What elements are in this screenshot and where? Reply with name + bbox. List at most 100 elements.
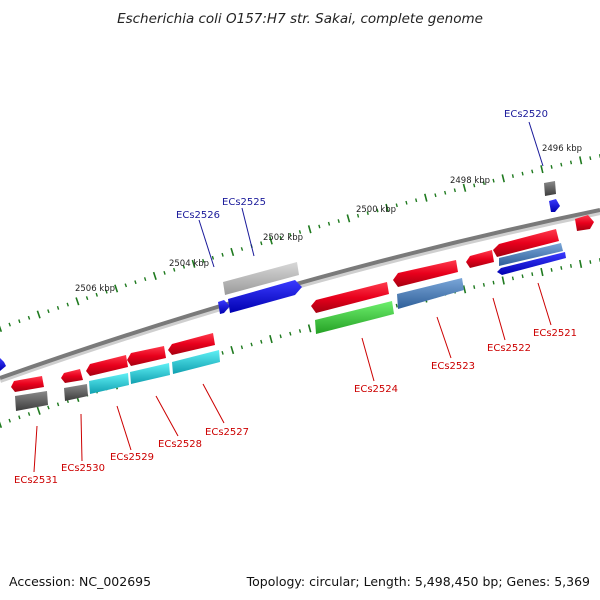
scale-major-tick bbox=[0, 325, 3, 333]
inner-scale-major-tick bbox=[0, 421, 3, 429]
scale-minor-tick bbox=[163, 270, 166, 275]
inner-scale-major-tick bbox=[36, 406, 41, 415]
leader-ecs2525 bbox=[241, 207, 255, 257]
feature-ecs2520-blue[interactable] bbox=[549, 199, 560, 212]
feature-ecs2521-steel[interactable] bbox=[499, 243, 563, 266]
scale-minor-tick bbox=[143, 277, 147, 282]
inner-scale-minor-tick bbox=[27, 412, 31, 416]
scale-minor-tick bbox=[366, 211, 369, 215]
scale-label-2496: 2496 kbp bbox=[542, 144, 582, 154]
feature-ecs2527-red[interactable] bbox=[168, 333, 215, 355]
gene-label-ecs2524[interactable]: ECs2524 bbox=[354, 384, 398, 395]
feature-ecs2523-red[interactable] bbox=[393, 260, 458, 287]
scale-minor-tick bbox=[56, 305, 60, 310]
scale-minor-tick bbox=[453, 188, 456, 193]
feature-ecs2524-green[interactable] bbox=[315, 301, 394, 334]
feature-blue-left-edge[interactable] bbox=[0, 358, 6, 371]
feature-ecs2527-cyan[interactable] bbox=[172, 350, 220, 374]
inner-scale-minor-tick bbox=[279, 334, 282, 339]
leader-lines bbox=[33, 121, 552, 473]
scale-major-tick bbox=[540, 165, 544, 174]
inner-scale-major-tick bbox=[269, 334, 273, 344]
scale-label-2506: 2506 kbp bbox=[75, 284, 115, 294]
gene-label-ecs2529[interactable]: ECs2529 bbox=[110, 452, 154, 463]
leader-ecs2528 bbox=[155, 395, 179, 437]
leader-ecs2529 bbox=[116, 405, 132, 451]
gene-label-ecs2530[interactable]: ECs2530 bbox=[61, 463, 105, 474]
leader-ecs2523 bbox=[436, 316, 452, 359]
scale-label-2498: 2498 kbp bbox=[450, 176, 490, 186]
scale-minor-tick bbox=[66, 302, 69, 307]
feature-ecs2520-gray[interactable] bbox=[544, 181, 556, 196]
inner-scale-major-tick bbox=[579, 259, 583, 268]
feature-right-edge-red[interactable] bbox=[575, 215, 594, 231]
gene-label-ecs2521[interactable]: ECs2521 bbox=[533, 328, 577, 339]
scale-major-tick bbox=[230, 247, 235, 257]
feature-ecs2528-red[interactable] bbox=[127, 346, 166, 366]
gene-label-ecs2528[interactable]: ECs2528 bbox=[158, 439, 202, 450]
scale-major-tick bbox=[307, 225, 312, 234]
inner-scale-minor-tick bbox=[550, 268, 553, 272]
gene-label-ecs2520[interactable]: ECs2520 bbox=[504, 109, 548, 120]
scale-minor-tick bbox=[569, 160, 573, 165]
gene-label-ecs2522[interactable]: ECs2522 bbox=[487, 343, 531, 354]
inner-scale-minor-tick bbox=[260, 339, 263, 344]
gene-label-ecs2527[interactable]: ECs2527 bbox=[205, 427, 249, 438]
feature-ecs2531-red[interactable] bbox=[11, 376, 44, 392]
gene-label-ecs2523[interactable]: ECs2523 bbox=[431, 361, 475, 372]
scale-minor-tick bbox=[415, 198, 418, 203]
inner-scale-minor-tick bbox=[482, 282, 485, 287]
scale-major-tick bbox=[152, 271, 157, 281]
scale-minor-tick bbox=[134, 280, 137, 285]
gene-label-ecs2531[interactable]: ECs2531 bbox=[14, 475, 58, 486]
scale-major-tick bbox=[36, 310, 41, 319]
feature-ecs2529-cyan[interactable] bbox=[89, 373, 129, 394]
scale-track bbox=[0, 154, 600, 333]
inner-scale-minor-tick bbox=[511, 276, 514, 281]
inner-scale-minor-tick bbox=[473, 285, 476, 289]
feature-blue-small-arrow[interactable] bbox=[218, 300, 230, 314]
scale-minor-tick bbox=[105, 289, 108, 294]
inner-scale-minor-tick bbox=[492, 280, 495, 285]
feature-ecs2524-red[interactable] bbox=[311, 282, 389, 313]
scale-minor-tick bbox=[531, 169, 534, 174]
scale-minor-tick bbox=[47, 309, 50, 314]
accession-text: Accession: NC_002695 bbox=[9, 574, 151, 589]
scale-minor-tick bbox=[482, 181, 485, 185]
scale-major-tick bbox=[75, 297, 80, 306]
scale-minor-tick bbox=[318, 224, 321, 229]
leader-ecs2526 bbox=[198, 219, 215, 268]
feature-ecs2530-gray[interactable] bbox=[64, 384, 88, 401]
inner-scale-minor-tick bbox=[56, 402, 60, 407]
feature-ecs2531-gray[interactable] bbox=[15, 391, 48, 411]
feature-ecs2522-red[interactable] bbox=[466, 250, 494, 268]
scale-minor-tick bbox=[444, 190, 447, 195]
inner-scale-minor-tick bbox=[47, 405, 50, 410]
feature-ecs2528-cyan[interactable] bbox=[130, 363, 170, 384]
inner-scale-major-tick bbox=[307, 324, 312, 333]
scale-major-tick bbox=[269, 236, 273, 245]
feature-ecs2521-red[interactable] bbox=[493, 229, 559, 257]
inner-scale-major-tick bbox=[501, 276, 505, 285]
feature-ecs2523-steel[interactable] bbox=[397, 278, 464, 309]
feature-ecs2525-blue[interactable] bbox=[228, 280, 302, 313]
scale-minor-tick bbox=[560, 162, 563, 167]
gene-label-ecs2525[interactable]: ECs2525 bbox=[222, 197, 266, 208]
feature-ecs2529-red[interactable] bbox=[86, 355, 128, 376]
scale-label-2504: 2504 kbp bbox=[169, 259, 209, 269]
feature-ecs2521-blue[interactable] bbox=[497, 252, 566, 275]
gene-label-ecs2526[interactable]: ECs2526 bbox=[176, 210, 220, 221]
scale-minor-tick bbox=[211, 255, 215, 260]
feature-ecs2530-red[interactable] bbox=[61, 369, 83, 383]
scale-minor-tick bbox=[298, 230, 302, 234]
inner-scale-minor-tick bbox=[521, 274, 524, 279]
inner-scale-minor-tick bbox=[221, 351, 224, 355]
inner-scale-minor-tick bbox=[531, 272, 534, 277]
inner-scale-minor-tick bbox=[289, 331, 292, 336]
inner-scale-minor-tick bbox=[560, 266, 563, 270]
plus-strand-features bbox=[0, 181, 594, 371]
feature-ecs2525-gray[interactable] bbox=[223, 262, 299, 295]
scale-major-tick bbox=[579, 156, 583, 165]
